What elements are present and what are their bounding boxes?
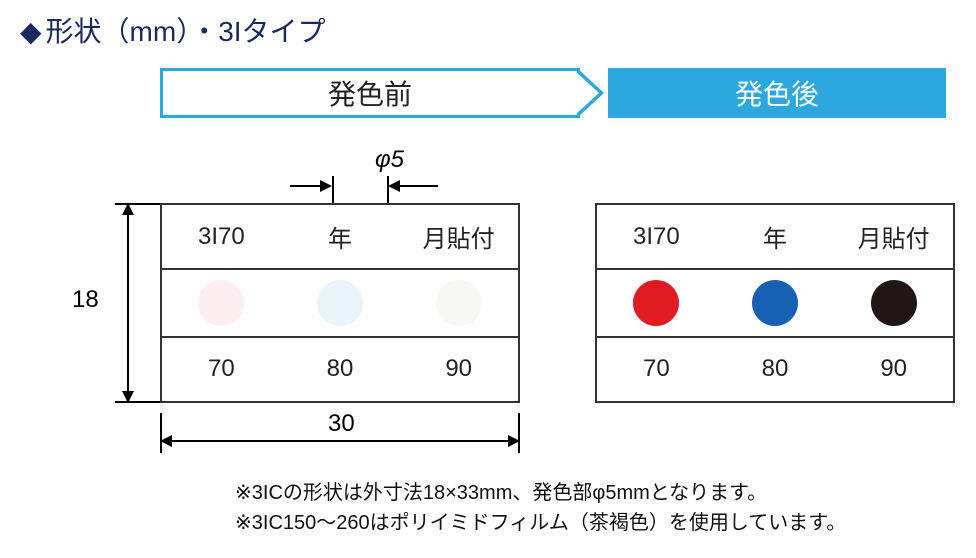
- dim-height-label: 18: [72, 286, 99, 314]
- before-label-2: 月貼付: [399, 205, 518, 268]
- footnotes: ※3ICの形状は外寸法18×33mm、発色部φ5mmとなります。 ※3IC150…: [235, 478, 956, 538]
- title-text: 形状（mm）・3Iタイプ: [46, 16, 326, 47]
- page-title: ◆形状（mm）・3Iタイプ: [20, 10, 956, 50]
- header-after: 発色後: [608, 68, 946, 118]
- card-before: 3I70 年 月貼付 70 80 90: [160, 203, 520, 403]
- after-dot-2: [871, 280, 917, 326]
- phi-label: φ5: [375, 146, 404, 174]
- before-label-1: 年: [281, 205, 400, 268]
- diagram-area: φ5 18 30 3I70 年 月貼付: [160, 148, 956, 478]
- title-diamond-icon: ◆: [20, 16, 42, 47]
- footnote-2: ※3IC150〜260はポリイミドフィルム（茶褐色）を使用しています。: [235, 508, 956, 538]
- after-value-2: 90: [834, 338, 953, 401]
- before-value-1: 80: [281, 338, 400, 401]
- header-before: 発色前: [160, 68, 580, 118]
- before-value-0: 70: [162, 338, 281, 401]
- after-label-1: 年: [716, 205, 835, 268]
- after-label-0: 3I70: [597, 205, 716, 268]
- after-dot-1: [752, 280, 798, 326]
- before-dot-0: [198, 280, 244, 326]
- after-dot-0: [633, 280, 679, 326]
- state-header: 発色前 発色後: [160, 68, 956, 118]
- after-label-2: 月貼付: [834, 205, 953, 268]
- before-dot-2: [436, 280, 482, 326]
- after-value-1: 80: [716, 338, 835, 401]
- before-dot-1: [317, 280, 363, 326]
- before-label-0: 3I70: [162, 205, 281, 268]
- after-value-0: 70: [597, 338, 716, 401]
- phi-dimension: [290, 176, 450, 196]
- before-value-2: 90: [399, 338, 518, 401]
- card-after: 3I70 年 月貼付 70 80 90: [595, 203, 955, 403]
- footnote-1: ※3ICの形状は外寸法18×33mm、発色部φ5mmとなります。: [235, 478, 956, 508]
- dim-width-label: 30: [322, 410, 361, 438]
- dim-height: [105, 203, 155, 403]
